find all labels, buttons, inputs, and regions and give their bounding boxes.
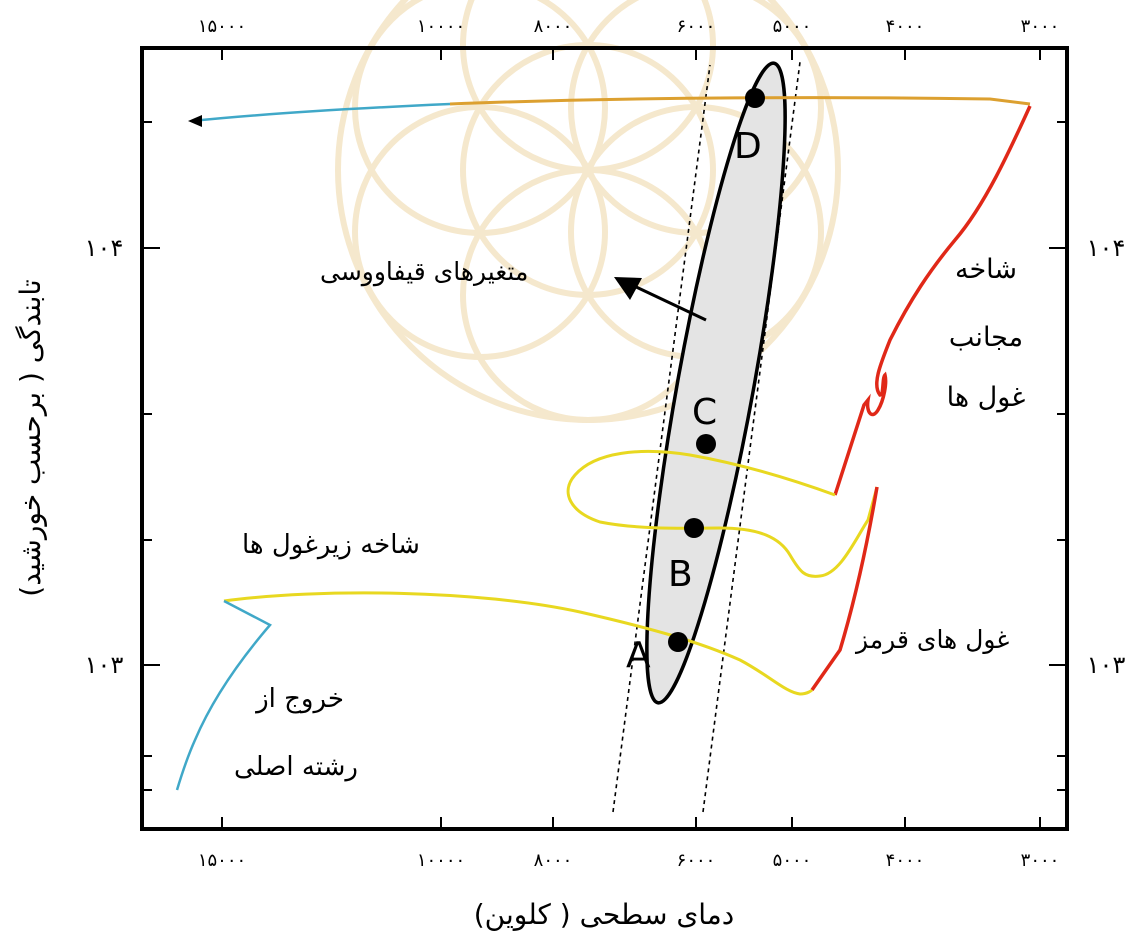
y-tick-right-1e4: ۱۰۴ xyxy=(1087,234,1126,262)
region-label-agb-line-3: غول ها xyxy=(947,382,1026,413)
x-tick-top-15000: ۱۵۰۰۰ xyxy=(198,16,246,37)
blue-loop-upper-yellow xyxy=(566,450,879,578)
point-d-label: D xyxy=(734,126,762,167)
flower-watermark xyxy=(335,0,841,423)
y-tick-left-1e4: ۱۰۴ xyxy=(85,234,124,262)
x-tick-labels-top: ۱۵۰۰۰ ۱۰۰۰۰ ۸۰۰۰ ۶۰۰۰ ۵۰۰۰ ۴۰۰۰ ۳۰۰۰ xyxy=(198,16,1060,37)
instability-strip-right-edge xyxy=(702,61,801,813)
x-tick-bottom-10000: ۱۰۰۰۰ xyxy=(417,850,465,871)
point-a-dot xyxy=(668,632,688,652)
region-label-subgiant-branch: شاخه زیرغول ها xyxy=(242,530,420,560)
x-axis-label: دمای سطحی ( کلوین) xyxy=(474,898,734,931)
x-tick-bottom-6000: ۶۰۰۰ xyxy=(677,850,716,871)
point-d-dot xyxy=(745,88,765,108)
x-tick-top-5000: ۵۰۰۰ xyxy=(773,16,812,37)
y-axis-label: تابندگی ( برحسب خورشید) xyxy=(14,279,47,596)
top-horizontal-track-blue xyxy=(191,102,451,123)
asymptotic-giant-branch-red xyxy=(833,105,1032,496)
cepheid-label-arrow-shaft xyxy=(631,283,707,322)
x-tick-labels-bottom: ۱۵۰۰۰ ۱۰۰۰۰ ۸۰۰۰ ۶۰۰۰ ۵۰۰۰ ۴۰۰۰ ۳۰۰۰ xyxy=(198,850,1060,871)
x-tick-top-10000: ۱۰۰۰۰ xyxy=(417,16,465,37)
x-tick-marks xyxy=(221,48,1041,829)
y-tick-right-1e3: ۱۰۳ xyxy=(1087,651,1126,679)
x-tick-bottom-15000: ۱۵۰۰۰ xyxy=(198,850,246,871)
y-tick-marks xyxy=(142,121,1067,791)
region-label-main-sequence-exit-line-1: خروج از xyxy=(254,684,344,714)
x-tick-bottom-5000: ۵۰۰۰ xyxy=(773,850,812,871)
region-label-agb-line-1: شاخه xyxy=(955,254,1017,285)
cepheid-region-ellipse xyxy=(645,61,787,705)
point-c-dot xyxy=(696,434,716,454)
point-a-label: A xyxy=(626,635,651,676)
x-tick-top-8000: ۸۰۰۰ xyxy=(534,16,573,37)
region-label-red-giants: غول های قرمز xyxy=(854,625,1009,654)
y-tick-left-1e3: ۱۰۳ xyxy=(85,651,124,679)
x-tick-top-4000: ۴۰۰۰ xyxy=(886,16,925,37)
x-tick-bottom-8000: ۸۰۰۰ xyxy=(534,850,573,871)
plot-frame xyxy=(140,46,1069,831)
main-sequence-turnoff-blue xyxy=(175,599,272,791)
region-label-cepheids: متغیرهای قیفاووسی xyxy=(320,257,528,287)
region-label-agb: شاخه مجانب غول ها xyxy=(947,254,1026,413)
top-horizontal-track-orange xyxy=(449,96,1031,106)
point-c-label: C xyxy=(692,392,717,433)
instability-strip-left-edge xyxy=(612,64,711,813)
region-label-main-sequence-exit-line-2: رشته اصلی xyxy=(234,752,358,782)
x-tick-bottom-4000: ۴۰۰۰ xyxy=(886,850,925,871)
point-b-label: B xyxy=(668,554,693,595)
cepheid-label-arrowhead xyxy=(614,277,642,300)
region-label-agb-line-2: مجانب xyxy=(949,322,1023,353)
x-tick-top-6000: ۶۰۰۰ xyxy=(677,16,716,37)
arrowhead-left xyxy=(188,115,202,127)
red-giants-track xyxy=(810,486,879,692)
subgiant-branch-yellow xyxy=(223,591,814,696)
x-tick-top-3000: ۳۰۰۰ xyxy=(1021,16,1060,37)
point-b-dot xyxy=(684,518,704,538)
region-label-main-sequence-exit: خروج از رشته اصلی xyxy=(234,684,358,782)
x-tick-bottom-3000: ۳۰۰۰ xyxy=(1021,850,1060,871)
